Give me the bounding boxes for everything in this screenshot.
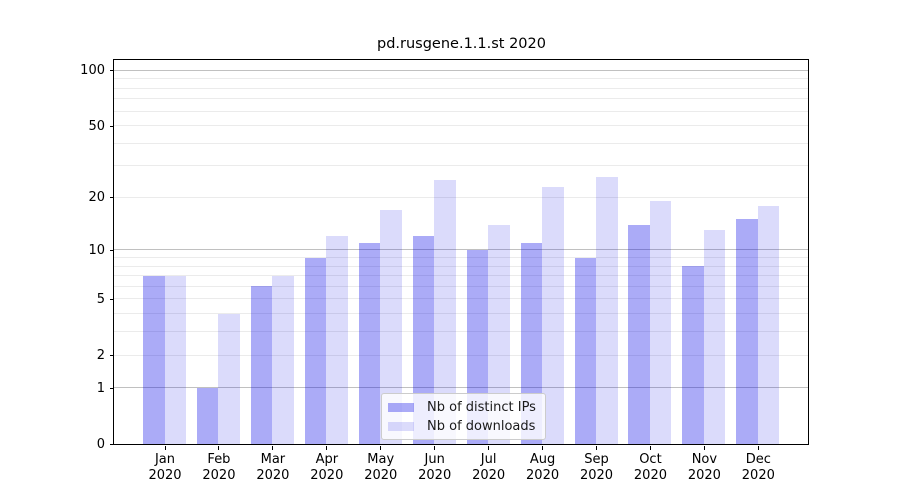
x-tick-label-may: May 2020 — [364, 452, 398, 483]
gridline-minor-70 — [114, 98, 808, 100]
x-tick-mark-may — [380, 445, 382, 450]
bar-downloads-aug — [542, 186, 564, 444]
y-tick-label-2: 2 — [96, 348, 105, 364]
x-tick-label-jun: Jun 2020 — [418, 452, 452, 483]
gridline-minor-40 — [114, 142, 808, 144]
x-tick-mark-jun — [434, 445, 436, 450]
x-tick-label-aug: Aug 2020 — [526, 452, 560, 483]
y-tick-mark-100 — [109, 70, 114, 72]
bar-downloads-jan — [164, 275, 186, 444]
bar-distinct-ips-sep — [574, 257, 597, 444]
bar-downloads-may — [380, 209, 402, 444]
gridline-minor-90 — [114, 78, 808, 80]
bar-downloads-jun — [434, 180, 456, 444]
legend: Nb of distinct IPs Nb of downloads — [381, 393, 546, 440]
x-tick-mark-jul — [488, 445, 490, 450]
y-tick-label-50: 50 — [88, 118, 105, 134]
plot-area — [113, 59, 809, 445]
x-tick-label-nov: Nov 2020 — [687, 452, 721, 483]
bar-downloads-feb — [218, 313, 240, 444]
x-tick-label-sep: Sep 2020 — [579, 452, 614, 483]
legend-swatch-downloads — [388, 421, 414, 431]
bar-distinct-ips-apr — [304, 257, 327, 444]
x-tick-label-jan: Jan 2020 — [148, 452, 182, 483]
x-tick-label-dec: Dec 2020 — [741, 452, 775, 483]
gridline-minor-6 — [114, 285, 808, 287]
bar-distinct-ips-feb — [196, 387, 219, 444]
bar-distinct-ips-jun — [412, 236, 435, 444]
y-tick-mark-50 — [109, 125, 114, 127]
y-tick-label-100: 100 — [80, 63, 105, 79]
x-tick-label-apr: Apr 2020 — [310, 452, 344, 483]
gridline-minor-20 — [114, 196, 808, 198]
x-tick-label-mar: Mar 2020 — [256, 452, 290, 483]
gridline-minor-8 — [114, 265, 808, 267]
bar-downloads-apr — [326, 236, 348, 444]
legend-item-downloads: Nb of downloads — [388, 418, 536, 434]
y-tick-mark-5 — [109, 298, 114, 300]
gridline-minor-30 — [114, 165, 808, 167]
gridline-major-100 — [114, 69, 808, 71]
x-tick-label-oct: Oct 2020 — [633, 452, 667, 483]
chart-title: pd.rusgene.1.1.st 2020 — [377, 36, 546, 52]
gridline-major-10 — [114, 249, 808, 251]
y-tick-label-5: 5 — [96, 291, 105, 307]
y-tick-mark-1 — [109, 387, 114, 389]
x-tick-label-feb: Feb 2020 — [202, 452, 236, 483]
legend-swatch-distinct-ips — [388, 402, 414, 412]
y-tick-label-10: 10 — [88, 242, 105, 258]
gridline-minor-2 — [114, 354, 808, 356]
gridline-major-1 — [114, 387, 808, 389]
x-tick-mark-nov — [703, 445, 705, 450]
bar-distinct-ips-jan — [143, 275, 165, 444]
bar-distinct-ips-may — [358, 242, 381, 444]
gridline-minor-9 — [114, 257, 808, 258]
legend-label-distinct-ips: Nb of distinct IPs — [427, 399, 536, 415]
bar-downloads-dec — [757, 205, 780, 444]
gridline-minor-3 — [114, 331, 808, 333]
y-tick-mark-2 — [109, 355, 114, 357]
bar-distinct-ips-mar — [250, 286, 273, 444]
bar-downloads-sep — [596, 177, 618, 444]
y-tick-mark-10 — [109, 249, 114, 251]
x-tick-mark-dec — [757, 445, 759, 450]
gridline-minor-7 — [114, 275, 808, 277]
bar-distinct-ips-dec — [736, 219, 758, 444]
x-tick-mark-feb — [218, 445, 220, 450]
bar-distinct-ips-oct — [628, 224, 650, 444]
bar-downloads-mar — [272, 275, 294, 444]
bar-downloads-jul — [488, 224, 510, 444]
x-tick-mark-apr — [326, 445, 328, 450]
legend-item-distinct-ips: Nb of distinct IPs — [388, 399, 536, 415]
x-tick-mark-sep — [596, 445, 598, 450]
bar-downloads-oct — [649, 201, 672, 444]
bar-downloads-nov — [703, 230, 726, 444]
x-tick-mark-aug — [542, 445, 544, 450]
gridline-minor-80 — [114, 87, 808, 89]
legend-label-downloads: Nb of downloads — [427, 418, 536, 434]
y-tick-mark-0 — [109, 444, 114, 445]
bar-distinct-ips-nov — [682, 266, 704, 444]
y-tick-label-0: 0 — [96, 437, 105, 452]
x-tick-mark-mar — [272, 445, 274, 450]
y-tick-label-1: 1 — [96, 380, 105, 396]
gridline-minor-50 — [114, 125, 808, 127]
gridline-minor-4 — [114, 313, 808, 315]
gridline-minor-5 — [114, 298, 808, 300]
x-tick-label-jul: Jul 2020 — [472, 452, 506, 483]
y-tick-mark-20 — [109, 197, 114, 199]
gridline-minor-60 — [114, 110, 808, 112]
x-tick-mark-oct — [649, 445, 651, 450]
y-tick-label-20: 20 — [88, 190, 105, 206]
x-tick-mark-jan — [164, 445, 166, 450]
